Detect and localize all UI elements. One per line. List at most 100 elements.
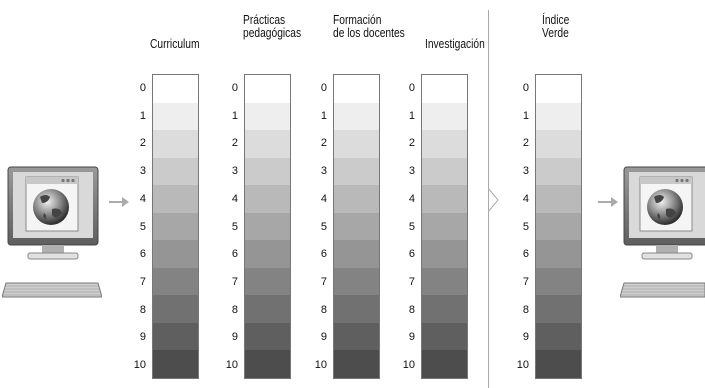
scale-number: 2 xyxy=(139,137,146,150)
scale-number: 3 xyxy=(231,165,238,178)
scale-number: 8 xyxy=(139,303,146,316)
scale-number: 10 xyxy=(402,359,415,372)
scale-number: 5 xyxy=(408,220,415,233)
rating-scale xyxy=(152,74,199,379)
scale-segment xyxy=(334,322,379,351)
scale-number: 7 xyxy=(139,275,146,288)
scale-number: 0 xyxy=(408,81,415,94)
scale-segment xyxy=(334,157,379,186)
scale-number: 0 xyxy=(320,81,327,94)
section-divider xyxy=(488,10,489,388)
scale-number: 5 xyxy=(522,220,529,233)
scale-number: 8 xyxy=(231,303,238,316)
scale-segment xyxy=(422,75,467,103)
scale-number: 3 xyxy=(139,165,146,178)
scale-segment xyxy=(334,130,379,158)
column-title-line: Investigación xyxy=(425,37,485,51)
scale-number: 4 xyxy=(139,192,146,205)
scale-number: 1 xyxy=(320,109,327,122)
scale-segment xyxy=(536,267,581,296)
scale-number: 9 xyxy=(408,331,415,344)
scale-number: 5 xyxy=(320,220,327,233)
scale-number: 4 xyxy=(320,192,327,205)
scale-segment xyxy=(334,212,379,241)
scale-number: 0 xyxy=(139,81,146,94)
scale-segment xyxy=(153,185,198,213)
scale-number: 9 xyxy=(139,331,146,344)
scale-segment xyxy=(245,75,290,103)
right-arrow-icon xyxy=(109,197,129,207)
column-title-line: Verde xyxy=(542,26,569,40)
column-title-line: pedagógicas xyxy=(243,26,302,40)
scale-number: 1 xyxy=(139,109,146,122)
scale-segment xyxy=(245,350,290,379)
scale-segment xyxy=(422,212,467,241)
right-arrow-icon xyxy=(598,197,618,207)
scale-number: 7 xyxy=(522,275,529,288)
scale-segment xyxy=(153,240,198,268)
column-title-line: Formación xyxy=(333,13,382,27)
scale-number: 6 xyxy=(522,248,529,261)
column-title-line: de los docentes xyxy=(333,26,405,40)
scale-segment xyxy=(334,185,379,213)
scale-segment xyxy=(334,295,379,323)
scale-number: 5 xyxy=(231,220,238,233)
scale-segment xyxy=(422,240,467,268)
scale-segment xyxy=(153,102,198,131)
scale-segment xyxy=(245,102,290,131)
scale-segment xyxy=(422,295,467,323)
scale-segment xyxy=(536,240,581,268)
scale-segment xyxy=(334,240,379,268)
scale-segment xyxy=(334,350,379,379)
scale-number: 2 xyxy=(320,137,327,150)
scale-number: 0 xyxy=(231,81,238,94)
scale-number: 10 xyxy=(225,359,238,372)
scale-number: 4 xyxy=(408,192,415,205)
scale-segment xyxy=(245,212,290,241)
scale-segment xyxy=(536,102,581,131)
column-title: Prácticas pedagógicas xyxy=(243,14,301,40)
divider-notch xyxy=(488,188,499,212)
scale-number: 10 xyxy=(133,359,146,372)
scale-number: 4 xyxy=(522,192,529,205)
scale-number: 5 xyxy=(139,220,146,233)
scale-segment xyxy=(153,157,198,186)
rating-scale xyxy=(244,74,291,379)
scale-segment xyxy=(536,322,581,351)
column-title: Índice Verde xyxy=(542,14,569,40)
scale-number: 3 xyxy=(408,165,415,178)
column-title: Formación de los docentes xyxy=(333,14,405,40)
scale-number: 1 xyxy=(231,109,238,122)
scale-segment xyxy=(153,75,198,103)
scale-segment xyxy=(536,157,581,186)
scale-segment xyxy=(536,130,581,158)
scale-segment xyxy=(245,240,290,268)
scale-segment xyxy=(153,322,198,351)
scale-segment xyxy=(153,350,198,379)
scale-segment xyxy=(153,267,198,296)
scale-segment xyxy=(536,212,581,241)
column-title-line: Índice xyxy=(542,13,570,27)
scale-segment xyxy=(422,157,467,186)
scale-segment xyxy=(245,267,290,296)
scale-segment xyxy=(153,130,198,158)
scale-segment xyxy=(422,350,467,379)
scale-number: 7 xyxy=(320,275,327,288)
scale-number: 6 xyxy=(139,248,146,261)
scale-number: 2 xyxy=(408,137,415,150)
scale-segment xyxy=(334,267,379,296)
scale-segment xyxy=(334,75,379,103)
scale-number: 1 xyxy=(408,109,415,122)
scale-number: 9 xyxy=(231,331,238,344)
scale-segment xyxy=(536,350,581,379)
scale-number: 1 xyxy=(522,109,529,122)
scale-number: 8 xyxy=(320,303,327,316)
scale-segment xyxy=(245,295,290,323)
scale-number: 0 xyxy=(522,81,529,94)
rating-scale xyxy=(333,74,380,379)
scale-segment xyxy=(422,102,467,131)
scale-number: 6 xyxy=(320,248,327,261)
rating-scale xyxy=(535,74,582,379)
scale-number: 2 xyxy=(231,137,238,150)
scale-number: 3 xyxy=(522,165,529,178)
